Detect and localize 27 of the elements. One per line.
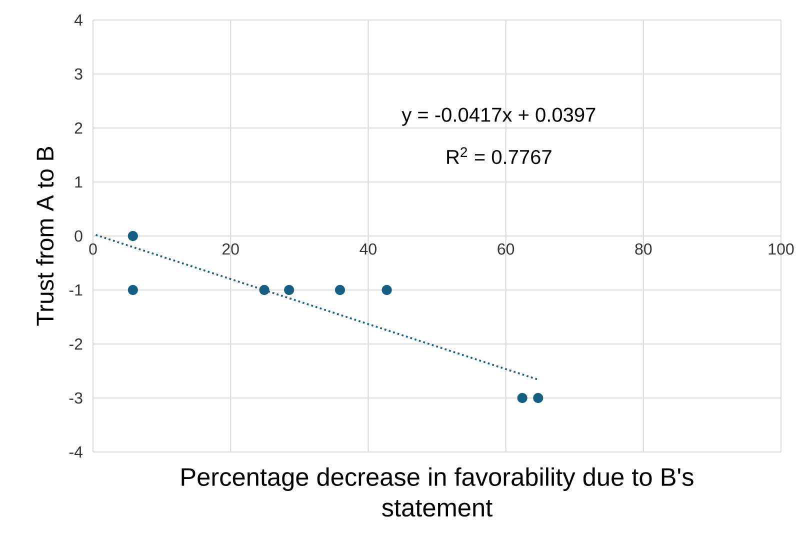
point — [128, 230, 138, 242]
y-tick-label: 3 — [74, 68, 82, 80]
y-tick-label: -3 — [69, 392, 82, 404]
y-axis-title: Trust from A to B — [36, 147, 54, 326]
y-tick-label: -1 — [69, 284, 82, 296]
annotation: R$^{2}$ = 0.7767 — [447, 147, 552, 164]
point — [517, 392, 528, 404]
x-tick-label: 40 — [360, 243, 376, 255]
x-tick-label: 60 — [498, 243, 514, 255]
x-tick-label: 100 — [768, 243, 794, 255]
y-tick-label: 0 — [74, 230, 82, 242]
y-tick-label: -2 — [69, 338, 82, 350]
annotation: y = -0.0417x + 0.0397 — [402, 108, 596, 126]
point — [128, 284, 138, 296]
point — [334, 284, 346, 296]
y-tick-label: 2 — [74, 122, 82, 134]
x-axis-title: Percentage decrease in favorability due to B's statement — [182, 467, 694, 517]
y-tick-label: 1 — [75, 176, 82, 188]
y-tick-label: -4 — [69, 446, 82, 458]
x-tick-label: 20 — [222, 243, 239, 255]
point — [259, 284, 270, 296]
x-tick-label: 80 — [635, 243, 652, 255]
x-tick-label: 0 — [89, 243, 97, 255]
point — [533, 392, 544, 404]
y-tick-label: 4 — [74, 14, 82, 26]
point — [284, 284, 294, 296]
point — [382, 284, 392, 296]
